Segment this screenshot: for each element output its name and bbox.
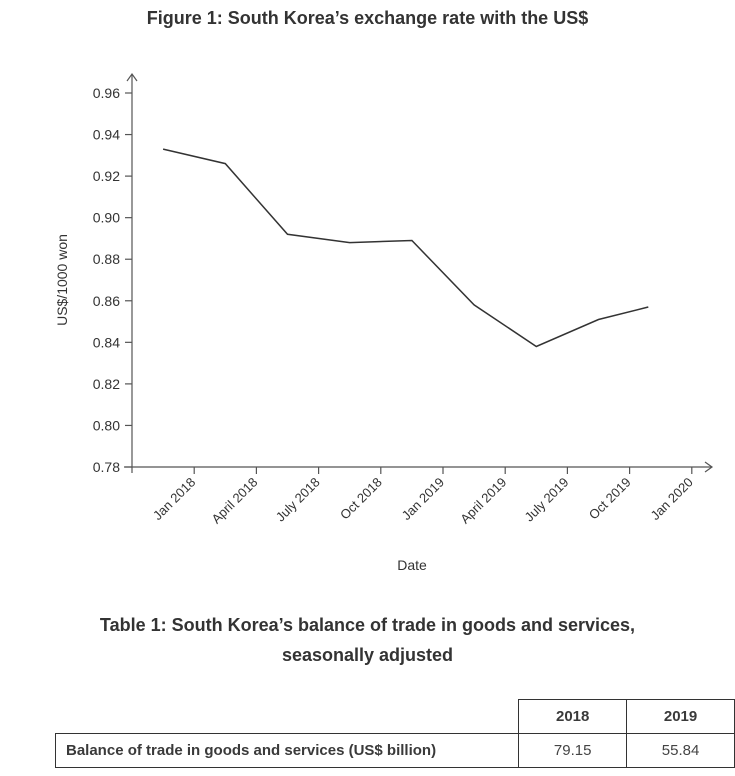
cell-2019: 55.84 <box>626 733 735 768</box>
y-tick-label: 0.88 <box>93 251 120 267</box>
x-ticks: Jan 2018 April 2018 July 2018 Oct 2018 Jan 2… <box>150 467 696 527</box>
header-2018: 2018 <box>518 699 628 734</box>
x-tick-label: April 2019 <box>457 475 509 527</box>
x-axis-arrow-icon <box>704 461 714 473</box>
exchange-rate-line <box>162 148 649 348</box>
x-tick-label: July 2018 <box>273 475 323 525</box>
x-tick-label: Jan 2020 <box>647 475 695 523</box>
trade-balance-table: 2018 2019 Balance of trade in goods and … <box>54 699 735 768</box>
y-ticks: 0.78 0.80 0.82 0.84 0.86 0.88 0.90 0.92 0.94 0.96 <box>93 85 132 475</box>
y-tick-label: 0.82 <box>93 376 120 392</box>
header-blank-cell <box>55 699 520 734</box>
header-2019: 2019 <box>626 699 735 734</box>
x-tick-label: Jan 2019 <box>399 475 447 523</box>
cell-2018: 79.15 <box>518 733 628 768</box>
y-tick-label: 0.86 <box>93 293 120 309</box>
table-title-line1: Table 1: South Korea’s balance of trade … <box>99 615 636 635</box>
y-axis-arrow-icon <box>126 72 138 82</box>
y-tick-label: 0.80 <box>93 417 120 433</box>
y-tick-label: 0.78 <box>93 459 120 475</box>
y-tick-label: 0.96 <box>93 85 120 101</box>
axes <box>124 72 714 473</box>
x-tick-label: July 2019 <box>522 475 572 525</box>
y-tick-label: 0.90 <box>93 210 120 226</box>
x-tick-label: Oct 2018 <box>337 475 385 523</box>
x-tick-label: Jan 2018 <box>150 475 198 523</box>
table-title-line2: seasonally adjusted <box>281 645 454 665</box>
series <box>162 148 649 348</box>
y-axis-label: US$/1000 won <box>54 234 70 326</box>
y-tick-label: 0.94 <box>93 127 120 143</box>
y-tick-label: 0.92 <box>93 168 120 184</box>
table-row: Balance of trade in goods and services (… <box>54 733 735 768</box>
line-chart: 0.78 0.80 0.82 0.84 0.86 0.88 0.90 0.92 0.94 0.96… <box>54 72 714 573</box>
table-header-row: 2018 2019 <box>55 699 735 734</box>
table-title: Table 1: South Korea’s balance of trade … <box>0 610 735 670</box>
row-label: Balance of trade in goods and services (… <box>54 733 520 768</box>
x-tick-label: April 2018 <box>209 475 261 527</box>
x-axis-label: Date <box>397 557 427 573</box>
y-tick-label: 0.84 <box>93 334 120 350</box>
x-tick-label: Oct 2019 <box>586 475 634 523</box>
figure-title: Figure 1: South Korea’s exchange rate wi… <box>146 8 589 28</box>
